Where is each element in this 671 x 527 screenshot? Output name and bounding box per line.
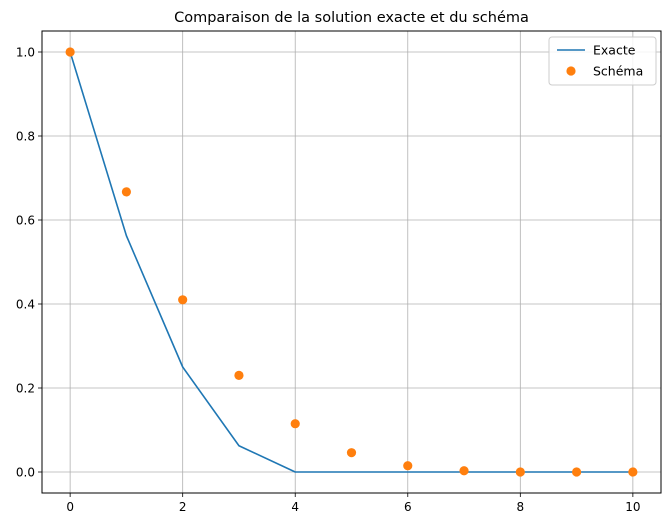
data-point-schema — [178, 295, 188, 305]
legend-label: Schéma — [593, 64, 643, 79]
plot-frame — [41, 30, 662, 494]
data-point-schema — [234, 370, 244, 380]
chart-title: Comparaison de la solution exacte et du … — [174, 10, 529, 26]
x-tick-label: 8 — [516, 500, 524, 514]
y-tick-label: 0.6 — [16, 213, 35, 227]
data-point-schema — [628, 467, 638, 477]
y-tick-label: 0.4 — [16, 297, 35, 311]
x-tick-label: 6 — [404, 500, 412, 514]
y-tick-label: 0.8 — [16, 129, 35, 143]
data-point-schema — [459, 466, 469, 476]
data-point-schema — [121, 187, 132, 197]
x-tick-label: 0 — [66, 500, 74, 514]
x-tick-label: 2 — [179, 500, 187, 514]
data-point-schema — [346, 448, 357, 458]
legend: Exacte Schéma — [548, 36, 657, 86]
data-point-schema — [571, 467, 582, 477]
data-point-schema — [65, 47, 75, 57]
grid-layer — [42, 31, 661, 493]
legend-frame — [548, 36, 657, 86]
legend-label: Exacte — [593, 43, 636, 58]
legend-swatch-marker — [566, 66, 576, 76]
data-point-schema — [403, 461, 413, 471]
series-layer — [65, 47, 638, 477]
data-point-schema — [515, 467, 525, 477]
y-tick-label: 0.2 — [16, 381, 35, 395]
y-tick-label: 0.0 — [16, 465, 35, 479]
ticks-layer: 0 2 4 6 8 10 0.0 0.2 0.4 0.6 0.8 1.0 — [16, 45, 641, 514]
x-tick-label: 4 — [291, 500, 299, 514]
x-tick-label: 10 — [625, 500, 640, 514]
series-line-exacte — [69, 51, 633, 473]
data-point-schema — [290, 419, 300, 429]
y-tick-label: 1.0 — [16, 45, 35, 59]
